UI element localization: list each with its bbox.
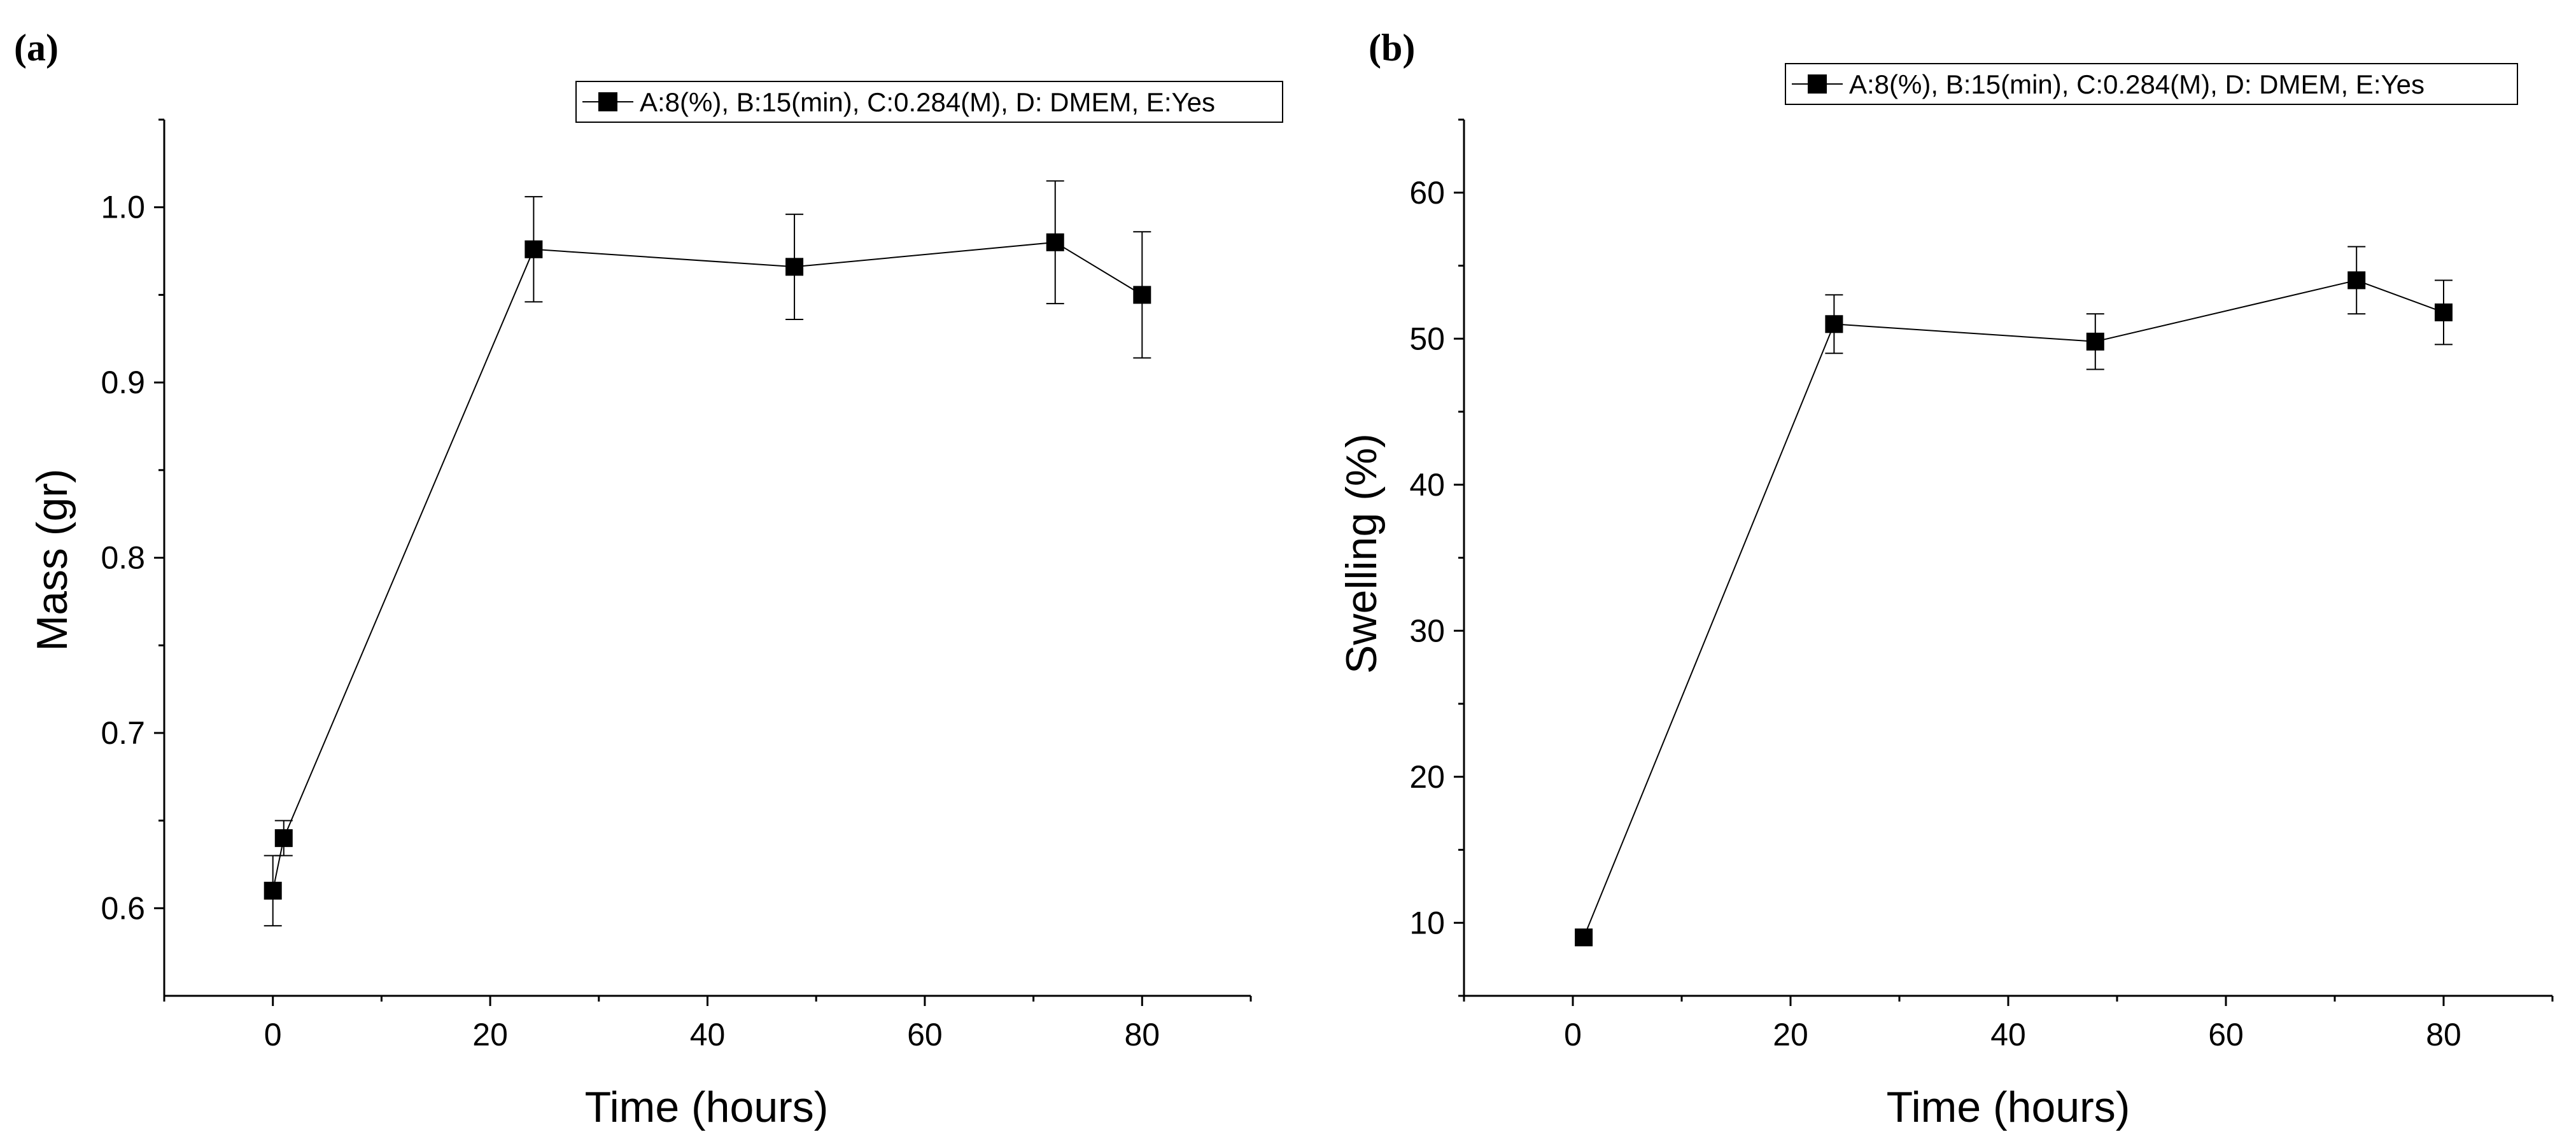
series-line <box>1583 279 2444 938</box>
y-tick-label: 0.6 <box>101 890 145 926</box>
data-point <box>1133 286 1151 304</box>
x-axis-title: Time (hours) <box>585 1083 829 1131</box>
data-point <box>785 258 804 276</box>
y-tick-label: 30 <box>1409 613 1445 648</box>
data-point <box>1046 233 1064 251</box>
legend-a: A:8(%), B:15(min), C:0.284(M), D: DMEM, … <box>575 81 1283 123</box>
y-tick-label: 40 <box>1409 467 1445 503</box>
x-tick-label: 60 <box>2208 1017 2244 1052</box>
legend-box <box>1785 63 2518 105</box>
y-tick-label: 10 <box>1409 905 1445 940</box>
y-tick-label: 0.8 <box>101 540 145 576</box>
x-axis-title: Time (hours) <box>1887 1083 2130 1131</box>
data-point <box>1575 928 1593 947</box>
legend-label: A:8(%), B:15(min), C:0.284(M), D: DMEM, … <box>1849 69 2425 99</box>
x-tick-label: 20 <box>472 1017 508 1052</box>
y-tick-label: 50 <box>1409 321 1445 356</box>
data-point <box>274 829 293 848</box>
panel-label-a: (a) <box>14 27 59 69</box>
data-point <box>2086 332 2104 351</box>
x-tick-label: 0 <box>264 1017 282 1052</box>
x-tick-label: 80 <box>2426 1017 2461 1052</box>
y-tick-label: 1.0 <box>101 190 145 225</box>
legend-b: A:8(%), B:15(min), C:0.284(M), D: DMEM, … <box>1785 63 2518 105</box>
chart-panel-a: (a) 0 20 40 60 80 0.6 0.7 0.8 0.9 1.0 A:8(%), B:1… <box>14 27 1283 1131</box>
panel-label-b: (b) <box>1369 27 1415 69</box>
data-point <box>524 240 543 258</box>
legend-marker <box>1808 74 1827 94</box>
marks-b <box>1575 246 2453 947</box>
x-tick-label: 60 <box>907 1017 943 1052</box>
x-tick-label: 40 <box>690 1017 726 1052</box>
x-tick-label: 40 <box>1990 1017 2026 1052</box>
x-tick-label: 80 <box>1124 1017 1160 1052</box>
y-tick-label: 0.7 <box>101 715 145 751</box>
series-line <box>272 241 1143 891</box>
axes-b: 0 20 40 60 80 10 20 30 40 50 60 <box>1409 118 2554 1052</box>
data-point <box>264 881 282 900</box>
legend-box <box>575 81 1283 123</box>
data-point <box>2435 303 2453 321</box>
y-axis-title: Mass (gr) <box>28 468 76 651</box>
y-axis-title: Swelling (%) <box>1337 433 1386 674</box>
legend-marker <box>598 92 617 111</box>
x-tick-label: 0 <box>1564 1017 1582 1052</box>
y-tick-label: 0.9 <box>101 365 145 400</box>
legend-label: A:8(%), B:15(min), C:0.284(M), D: DMEM, … <box>640 87 1215 117</box>
axes-a: 0 20 40 60 80 0.6 0.7 0.8 0.9 1.0 <box>101 118 1252 1052</box>
y-tick-label: 60 <box>1409 175 1445 211</box>
data-point <box>2347 271 2366 290</box>
data-point <box>1825 315 1843 333</box>
x-tick-label: 20 <box>1773 1017 1808 1052</box>
chart-panel-b: (b) 0 20 40 60 80 10 20 30 40 50 60 A:8(%), B:15(m… <box>1337 27 2554 1131</box>
y-tick-label: 20 <box>1409 759 1445 795</box>
marks-a <box>264 180 1151 926</box>
